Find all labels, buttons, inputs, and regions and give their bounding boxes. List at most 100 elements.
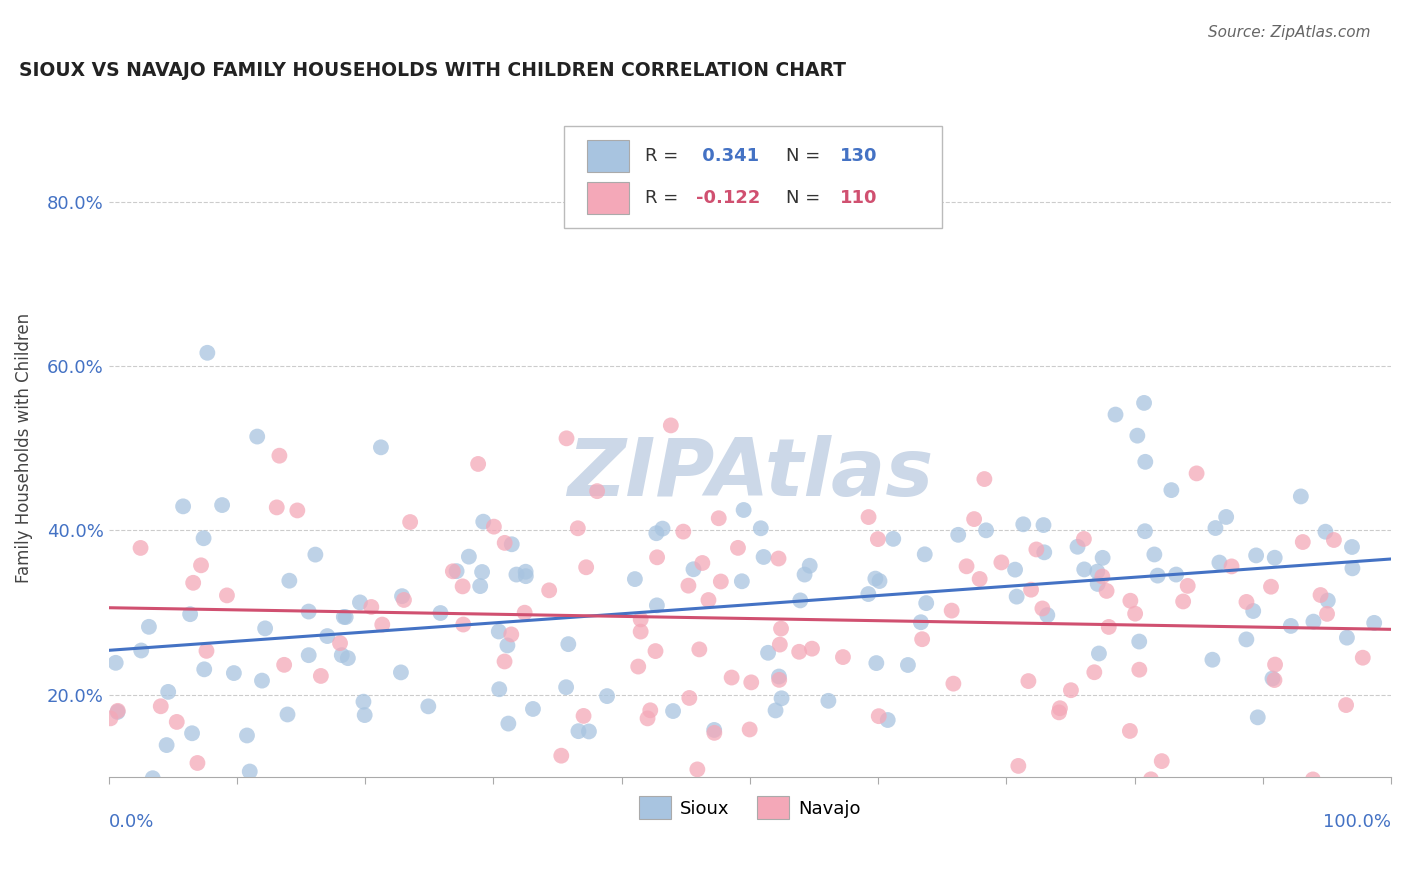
- Point: [1234, 632, 1257, 647]
- Point: [505, 567, 527, 582]
- Point: [645, 526, 668, 541]
- Point: [1073, 562, 1095, 576]
- Point: [1247, 710, 1270, 724]
- Point: [624, 572, 647, 586]
- Text: 100.0%: 100.0%: [1323, 813, 1391, 830]
- Point: [1261, 672, 1284, 686]
- Point: [1007, 759, 1029, 773]
- Point: [1289, 490, 1312, 504]
- Point: [513, 606, 536, 620]
- Point: [817, 694, 839, 708]
- Point: [963, 512, 986, 526]
- Point: [973, 472, 995, 486]
- Point: [720, 671, 742, 685]
- Point: [1004, 563, 1026, 577]
- Point: [858, 510, 880, 524]
- Point: [710, 574, 733, 589]
- Point: [470, 579, 492, 593]
- Point: [752, 549, 775, 564]
- Point: [832, 650, 855, 665]
- Point: [733, 503, 755, 517]
- Point: [1177, 579, 1199, 593]
- Point: [789, 593, 811, 607]
- Point: [124, 797, 146, 811]
- Point: [330, 648, 353, 662]
- Point: [865, 572, 887, 586]
- Point: [882, 532, 904, 546]
- Point: [910, 615, 932, 630]
- Point: [651, 522, 673, 536]
- Point: [1031, 601, 1053, 615]
- Point: [501, 537, 523, 551]
- Point: [596, 689, 619, 703]
- Point: [1033, 545, 1056, 559]
- Point: [1135, 455, 1157, 469]
- Point: [731, 574, 754, 589]
- Point: [333, 610, 356, 624]
- Point: [285, 503, 308, 517]
- Point: [697, 593, 720, 607]
- Point: [138, 620, 160, 634]
- Point: [1032, 518, 1054, 533]
- Point: [353, 708, 375, 723]
- Point: [1128, 663, 1150, 677]
- Point: [1166, 567, 1188, 582]
- Point: [914, 547, 936, 561]
- Point: [157, 685, 180, 699]
- Point: [471, 565, 494, 579]
- Point: [360, 599, 382, 614]
- Y-axis label: Family Households with Children: Family Households with Children: [15, 313, 32, 583]
- Point: [756, 646, 779, 660]
- Point: [181, 726, 204, 740]
- Point: [567, 521, 589, 535]
- Point: [1143, 548, 1166, 562]
- Point: [1264, 657, 1286, 672]
- Point: [1263, 673, 1285, 687]
- Point: [659, 418, 682, 433]
- Point: [1005, 590, 1028, 604]
- Point: [246, 429, 269, 443]
- Point: [644, 644, 666, 658]
- Point: [866, 532, 889, 546]
- Point: [494, 536, 516, 550]
- Point: [969, 572, 991, 586]
- Point: [630, 612, 652, 626]
- Point: [688, 642, 710, 657]
- Point: [129, 643, 152, 657]
- Point: [1087, 577, 1109, 591]
- Point: [1088, 647, 1111, 661]
- Point: [801, 641, 824, 656]
- Point: [1316, 593, 1339, 607]
- Point: [707, 511, 730, 525]
- Point: [1315, 524, 1337, 539]
- Point: [948, 528, 970, 542]
- Point: [278, 574, 301, 588]
- Point: [1073, 532, 1095, 546]
- Point: [349, 595, 371, 609]
- Point: [645, 550, 668, 565]
- Point: [567, 724, 589, 739]
- Point: [1341, 540, 1364, 554]
- Point: [515, 569, 537, 583]
- Point: [1208, 556, 1230, 570]
- Point: [273, 657, 295, 672]
- Point: [555, 431, 578, 445]
- Point: [149, 699, 172, 714]
- Point: [142, 771, 165, 785]
- Point: [1336, 631, 1358, 645]
- Point: [637, 711, 659, 725]
- Point: [472, 515, 495, 529]
- Point: [1126, 428, 1149, 442]
- Point: [769, 622, 792, 636]
- Point: [1036, 608, 1059, 623]
- Text: R =: R =: [645, 189, 683, 207]
- Point: [686, 763, 709, 777]
- Point: [740, 675, 762, 690]
- Point: [239, 764, 262, 779]
- Point: [703, 723, 725, 737]
- Point: [250, 673, 273, 688]
- Point: [1244, 549, 1267, 563]
- Point: [501, 627, 523, 641]
- Point: [1012, 517, 1035, 532]
- Point: [768, 669, 790, 683]
